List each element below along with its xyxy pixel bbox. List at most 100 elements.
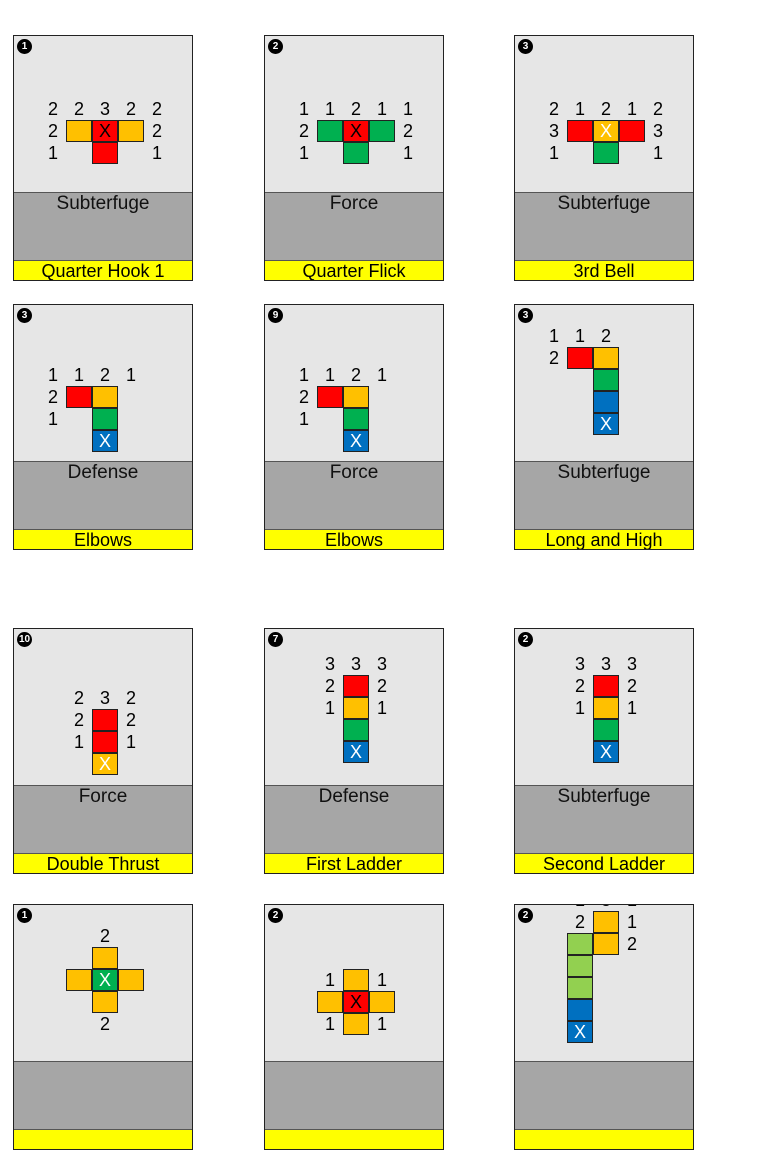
pattern-number: 1 — [376, 698, 387, 718]
pattern-number: 1 — [298, 365, 309, 385]
pattern-number: 1 — [324, 365, 335, 385]
pattern-cell — [593, 369, 619, 391]
move-card[interactable]: 10 2 3 2 2 2 1 1 X Force Double Thrust — [13, 628, 193, 874]
pattern-cell — [567, 347, 593, 369]
pattern-number: 1 — [73, 365, 84, 385]
card-diagram-area: 1 2 2 X — [14, 905, 192, 1061]
pattern-number: 1 — [324, 99, 335, 119]
pattern-number: 3 — [376, 654, 387, 674]
card-name-label: Elbows — [265, 529, 443, 549]
pattern-cell — [343, 1013, 369, 1035]
pattern-number: 1 — [125, 732, 136, 752]
move-card[interactable]: 3 1 1 2 2 X Subterfuge Long and High — [514, 304, 694, 550]
pattern-cell — [343, 386, 369, 408]
pattern-number: 2 — [548, 99, 559, 119]
pattern-cell — [92, 709, 118, 731]
pattern-number: 1 — [47, 409, 58, 429]
card-name-label: First Ladder — [265, 853, 443, 873]
pattern-number: 3 — [350, 654, 361, 674]
pattern-cell — [593, 697, 619, 719]
pattern-cell — [593, 391, 619, 413]
pattern-number: 1 — [125, 365, 136, 385]
pattern-number: 2 — [652, 99, 663, 119]
pattern-number: 3 — [574, 654, 585, 674]
pattern-cell — [92, 142, 118, 164]
pattern-number: 2 — [324, 676, 335, 696]
card-diagram-area: 2131212X — [515, 905, 693, 1061]
pattern-number: 1 — [626, 99, 637, 119]
card-count-badge: 10 — [17, 632, 32, 647]
pattern-cell-target: X — [92, 430, 118, 452]
card-count-badge: 7 — [268, 632, 283, 647]
pattern-number: 2 — [73, 99, 84, 119]
card-type-label: Subterfuge — [557, 786, 651, 807]
move-card[interactable]: 1 2 2 X — [13, 904, 193, 1150]
pattern-cell — [92, 731, 118, 753]
card-type-label: Force — [78, 786, 128, 807]
card-count-badge: 2 — [268, 39, 283, 54]
pattern-number: 2 — [47, 121, 58, 141]
move-card[interactable]: 1 2 2 3 2 2 2 2 1 1 X Subterfuge Quarter Hook 1 — [13, 35, 193, 281]
move-card[interactable]: 3 2 1 2 1 2 3 3 1 1 X Subterfuge 3rd Bell — [514, 35, 694, 281]
pattern-cell — [317, 120, 343, 142]
pattern-number: 1 — [376, 970, 387, 990]
pattern-cell-target: X — [343, 430, 369, 452]
pattern-cell-target: X — [343, 991, 369, 1013]
card-name-label: Double Thrust — [14, 853, 192, 873]
pattern-number: 1 — [376, 365, 387, 385]
pattern-number: 2 — [574, 912, 585, 932]
pattern-number: 1 — [622, 905, 642, 911]
pattern-cell — [593, 675, 619, 697]
pattern-cell — [343, 719, 369, 741]
pattern-cell — [343, 969, 369, 991]
move-pattern-grid: 2 2 X — [14, 905, 192, 1061]
pattern-number: 2 — [47, 387, 58, 407]
move-card[interactable]: 2 1 1 2 1 1 2 2 1 1 X Force Quarter Flick — [264, 35, 444, 281]
pattern-number: 2 — [73, 710, 84, 730]
pattern-number: 2 — [99, 1014, 110, 1034]
pattern-cell-target: X — [92, 969, 118, 991]
move-card[interactable]: 2131212X — [514, 904, 694, 1150]
move-card[interactable]: 9 1 1 2 1 2 1 X Force Elbows — [264, 304, 444, 550]
pattern-number: 2 — [298, 387, 309, 407]
pattern-number: 1 — [47, 365, 58, 385]
pattern-number: 3 — [324, 654, 335, 674]
card-count-badge: 3 — [518, 308, 533, 323]
card-type-label: Subterfuge — [557, 193, 651, 214]
pattern-number: 1 — [570, 905, 590, 911]
pattern-number: 1 — [298, 99, 309, 119]
card-count-badge: 3 — [518, 39, 533, 54]
card-type-band — [14, 1061, 192, 1129]
pattern-cell-target: X — [92, 753, 118, 775]
move-card[interactable]: 3 1 1 2 1 2 1 X Defense Elbows — [13, 304, 193, 550]
move-card[interactable]: 2 3 3 3 2 2 1 1 X Subterfuge Second Ladder — [514, 628, 694, 874]
card-name-label — [515, 1129, 693, 1149]
card-type-label: Subterfuge — [557, 462, 651, 483]
card-count-badge: 3 — [17, 308, 32, 323]
card-count-badge: 1 — [17, 39, 32, 54]
pattern-number: 2 — [350, 99, 361, 119]
pattern-number: 2 — [402, 121, 413, 141]
card-name-label: Elbows — [14, 529, 192, 549]
card-count-badge: 2 — [518, 632, 533, 647]
pattern-cell — [66, 120, 92, 142]
pattern-cell — [593, 347, 619, 369]
move-card[interactable]: 7 3 3 3 2 2 1 1 X Defense First Ladder — [264, 628, 444, 874]
pattern-number: 1 — [73, 732, 84, 752]
card-type-band: Subterfuge — [515, 192, 693, 260]
card-type-band: Subterfuge — [515, 461, 693, 529]
card-name-label — [14, 1129, 192, 1149]
pattern-cell — [369, 991, 395, 1013]
pattern-cell — [343, 408, 369, 430]
pattern-number: 1 — [151, 143, 162, 163]
